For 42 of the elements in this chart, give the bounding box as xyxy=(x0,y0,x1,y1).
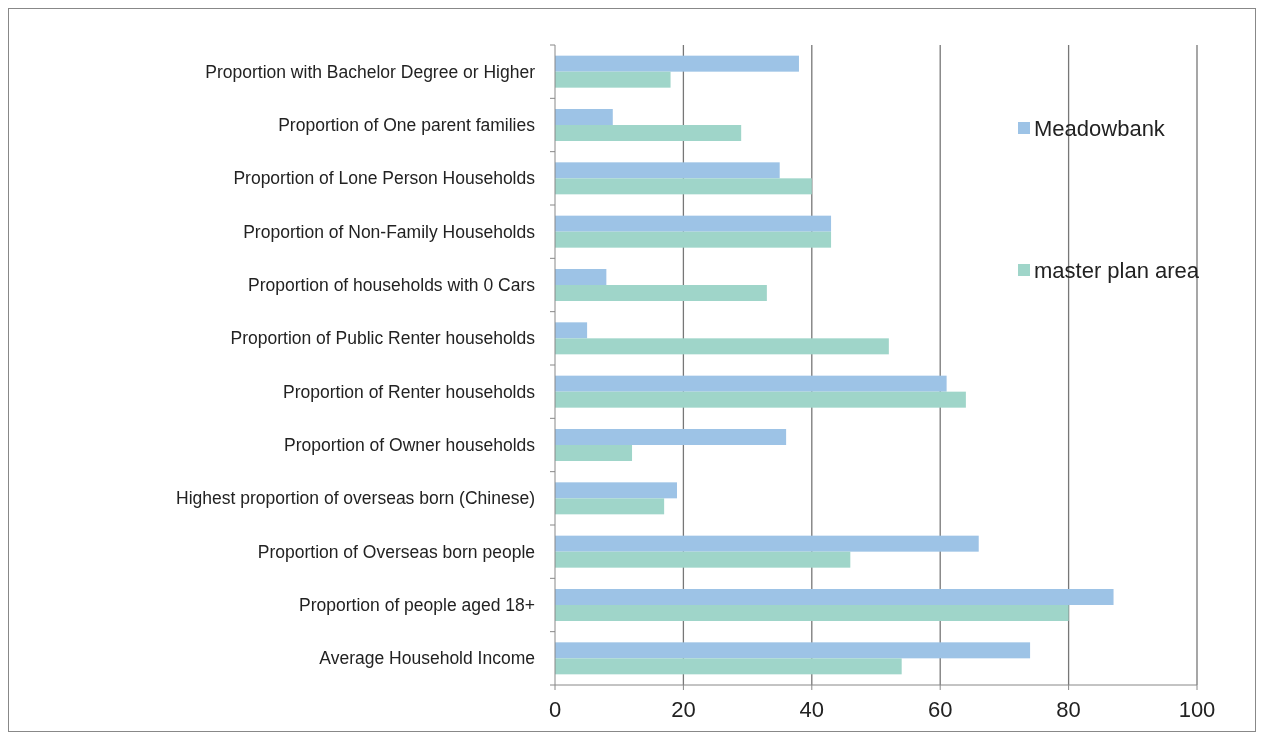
x-tick-label: 60 xyxy=(927,697,953,722)
y-tick-label: Proportion of people aged 18+ xyxy=(299,595,535,615)
bar xyxy=(555,178,812,195)
x-tick-label: 80 xyxy=(1056,697,1081,722)
bar xyxy=(555,162,780,179)
y-tick-label: Proportion of Owner households xyxy=(284,435,536,455)
bar xyxy=(555,605,1069,621)
bar xyxy=(555,55,799,72)
y-tick-label: Average Household Income xyxy=(319,648,535,669)
bar xyxy=(555,391,966,408)
y-tick-label: Proportion with Bachelor Degree or Higher xyxy=(205,61,536,82)
y-tick-label: Proportion of Overseas born people xyxy=(257,541,535,562)
bar xyxy=(555,642,1031,659)
bar xyxy=(555,285,767,301)
bar xyxy=(555,445,633,461)
bar xyxy=(555,429,787,445)
bar xyxy=(555,551,851,568)
bar xyxy=(555,269,607,285)
bar xyxy=(555,535,979,552)
x-tick-label: 100 xyxy=(1178,697,1216,722)
y-tick-label: Highest proportion of overseas born (Chinese) xyxy=(176,488,535,509)
y-tick-label: Proportion of Non-Family Households xyxy=(243,221,536,242)
y-tick-label: Proportion of One parent families xyxy=(278,115,536,135)
bar xyxy=(555,125,742,141)
bar xyxy=(555,231,832,248)
bar xyxy=(555,589,1114,605)
x-tick-label: 0 xyxy=(548,697,562,722)
y-tick-label: Proportion of households with 0 Cars xyxy=(248,275,536,295)
bar xyxy=(555,338,889,355)
bar xyxy=(555,375,947,392)
bar xyxy=(555,71,671,88)
bar xyxy=(555,109,613,125)
bar xyxy=(555,658,902,675)
y-tick-label: Proportion of Renter households xyxy=(283,381,536,402)
y-tick-label: Proportion of Lone Person Households xyxy=(233,168,536,189)
bar xyxy=(555,482,677,499)
y-tick-label: Proportion of Public Renter households xyxy=(230,328,536,349)
x-tick-label: 40 xyxy=(799,697,825,722)
bar xyxy=(555,322,588,339)
x-tick-label: 20 xyxy=(671,697,696,722)
bar xyxy=(555,215,832,232)
bar xyxy=(555,498,665,515)
